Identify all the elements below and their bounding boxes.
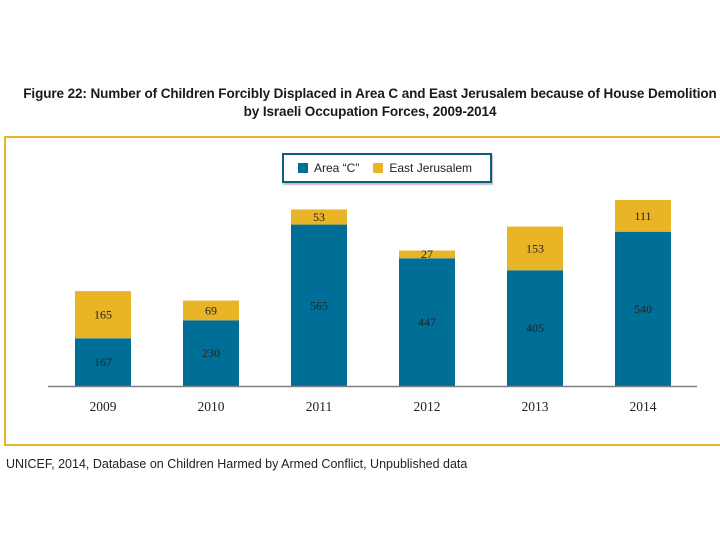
bar-east-jerusalem-2014: [615, 200, 671, 232]
bar-east-jerusalem-2011: [291, 209, 347, 225]
data-label-east-jerusalem-2011: 53: [313, 210, 325, 224]
x-tick-label-2009: 2009: [90, 399, 117, 414]
data-label-area-c-2011: 565: [310, 298, 328, 312]
data-label-area-c-2010: 230: [202, 346, 220, 360]
chart-frame: [4, 136, 720, 446]
legend-label-east-jerusalem: East Jerusalem: [389, 161, 473, 175]
x-tick-label-2014: 2014: [630, 399, 657, 414]
x-tick-label-2011: 2011: [306, 399, 333, 414]
x-tick-label-2013: 2013: [522, 399, 549, 414]
legend-label-area-c: Area “C”: [314, 161, 360, 175]
source-note: UNICEF, 2014, Database on Children Harme…: [6, 457, 468, 471]
x-tick-label-2012: 2012: [414, 399, 441, 414]
bar-area-c-2013: [507, 270, 563, 386]
legend-swatch-east-jerusalem: [373, 163, 384, 173]
data-label-east-jerusalem-2010: 69: [205, 303, 217, 317]
bar-area-c-2012: [399, 258, 455, 386]
legend: Area “C” East Jerusalem: [282, 153, 492, 183]
figure-title-line-2: by Israeli Occupation Forces, 2009-2014: [243, 104, 497, 119]
legend-item-east-jerusalem: East Jerusalem: [373, 161, 472, 175]
legend-item-area-c: Area “C”: [298, 161, 359, 175]
bar-east-jerusalem-2010: [183, 300, 239, 321]
data-label-east-jerusalem-2012: 27: [421, 247, 433, 261]
bars-group: 167 165 230 69 565 53 447 27 405 153 540 111: [75, 200, 671, 386]
data-label-area-c-2012: 447: [418, 315, 436, 329]
x-tick-label-2010: 2010: [198, 399, 225, 414]
bar-area-c-2010: [183, 320, 239, 386]
data-label-east-jerusalem-2013: 153: [526, 241, 544, 255]
bar-east-jerusalem-2012: [399, 250, 455, 259]
bar-area-c-2014: [615, 231, 671, 386]
data-label-area-c-2014: 540: [634, 302, 652, 316]
bar-area-c-2009: [75, 338, 131, 386]
figure-title-line-1: Figure 22: Number of Children Forcibly D…: [23, 86, 717, 101]
bar-east-jerusalem-2013: [507, 226, 563, 271]
data-label-east-jerusalem-2014: 111: [634, 209, 651, 223]
data-label-area-c-2009: 167: [94, 355, 112, 369]
bar-area-c-2011: [291, 224, 347, 386]
bar-east-jerusalem-2009: [75, 291, 131, 339]
legend-swatch-area-c: [298, 163, 308, 173]
data-label-east-jerusalem-2009: 165: [94, 308, 112, 322]
figure-title: Figure 22: Number of Children Forcibly D…: [0, 85, 720, 121]
x-tick-labels: 2009 2010 2011 2012 2013 2014: [90, 399, 657, 414]
data-label-area-c-2013: 405: [526, 321, 544, 335]
